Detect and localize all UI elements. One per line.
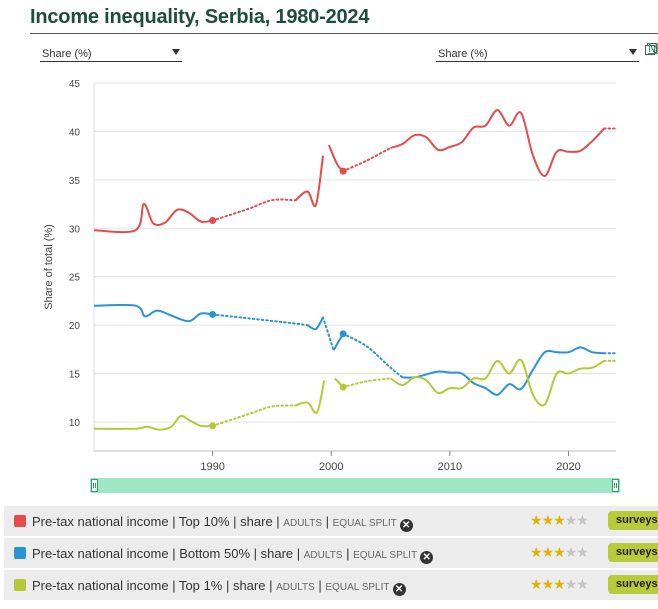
title-divider [30,33,658,34]
series-line-top-10 [295,155,324,208]
star-filled-icon: ★ [553,544,566,560]
range-start-handle[interactable] [91,479,98,492]
series-line-dotted-top-1 [211,404,297,427]
legend-method: EQUAL SPLIT [325,582,390,593]
legend-label: Pre-tax national income | Top 1% | share… [32,578,406,596]
series-line-dotted-bottom-50 [211,313,309,327]
legend-method: EQUAL SPLIT [353,550,418,561]
chevron-down-icon [629,49,637,55]
more-link[interactable]: M [648,40,658,55]
y-tick-label: 35 [69,176,81,187]
series-line-dotted-bottom-50 [342,332,404,379]
legend-label: Pre-tax national income | Top 10% | shar… [32,514,413,532]
star-filled-icon: ★ [541,576,555,592]
quality-rating: ★★★★★ [530,576,589,593]
series-line-bottom-50 [93,303,213,323]
x-tick-label: 1990 [200,461,224,470]
series-line-bottom-50 [306,316,324,331]
legend-population: ADULTS [283,518,323,529]
star-filled-icon: ★ [553,576,566,592]
legend-swatch [14,515,26,527]
y-tick-label: 25 [69,273,81,284]
star-filled-icon: ★ [530,512,543,528]
star-filled-icon: ★ [541,544,555,560]
y-tick-label: 20 [69,321,81,332]
series-line-dotted-top-1 [342,377,392,389]
remove-series-icon[interactable]: ✕ [420,551,434,564]
quality-rating: ★★★★★ [530,512,589,529]
legend-label: Pre-tax national income | Bottom 50% | s… [32,546,434,564]
y-tick-label: 10 [69,418,81,429]
legend-group: Bottom 50% [179,546,251,561]
legend-method: EQUAL SPLIT [332,518,397,529]
source-badge[interactable]: surveys a [608,511,658,530]
quality-rating: ★★★★★ [530,544,589,561]
legend-row[interactable]: Pre-tax national income | Bottom 50% | s… [4,537,658,568]
star-empty-icon: ★ [564,512,578,528]
series-line-top-1 [390,358,605,407]
star-empty-icon: ★ [576,544,589,560]
left-axis-indicator-select[interactable]: Share (%) [40,45,182,62]
legend-unit: share [240,514,273,529]
legend-row[interactable]: Pre-tax national income | Top 10% | shar… [4,505,658,536]
series-line-top-10 [93,203,213,234]
data-point-top-1 [339,383,347,391]
legend-unit: share [232,578,266,593]
left-select-value: Share (%) [42,48,92,60]
source-badge[interactable]: surveys a [608,543,658,562]
line-chart: 10 15 20 25 30 35 40 45 1990 2000 2010 2020 Share of… [43,79,617,470]
series-line-top-1 [93,414,213,431]
legend-group: Top 10% [178,514,230,529]
remove-series-icon[interactable]: ✕ [399,519,413,532]
star-empty-icon: ★ [564,544,578,560]
y-tick-label: 15 [69,370,81,381]
legend-indicator: Pre-tax national income [32,578,169,593]
legend-row[interactable]: Pre-tax national income | Top 1% | share… [4,569,658,600]
remove-series-icon[interactable]: ✕ [392,583,406,596]
data-point-top-1 [209,422,217,430]
legend-unit: share [260,546,294,561]
time-range-slider[interactable] [90,478,620,493]
x-tick-label: 2010 [438,461,462,470]
star-filled-icon: ★ [541,512,555,528]
y-tick-label: 45 [69,79,81,90]
legend-population: ADULTS [276,582,315,593]
star-filled-icon: ★ [530,544,543,560]
data-point-bottom-50 [209,310,217,318]
legend-indicator: Pre-tax national income [32,514,169,529]
legend-swatch [14,547,26,559]
series-line-dotted-bottom-50 [322,316,335,352]
legend-population: ADULTS [303,550,343,561]
source-badge[interactable]: surveys a [608,575,658,594]
series-line-bottom-50 [402,346,605,396]
y-tick-label: 40 [69,127,81,138]
series-line-top-10 [327,144,344,172]
series-line-top-10 [390,109,605,177]
y-axis-title: Share of total (%) [43,224,55,310]
range-end-handle[interactable] [612,479,619,492]
x-tick-label: 2020 [556,461,580,470]
x-tick-label: 2000 [319,461,343,470]
star-empty-icon: ★ [576,512,589,528]
legend-group: Top 1% [178,578,223,593]
data-point-top-10 [209,217,217,225]
series-line-dotted-top-10 [342,146,392,173]
star-filled-icon: ★ [530,576,543,592]
data-point-top-10 [339,167,347,175]
right-select-value: Share (%) [438,48,488,60]
page-title: Income inequality, Serbia, 1980-2024 [30,6,370,28]
series-line-top-1 [295,380,326,414]
legend-indicator: Pre-tax national income [32,546,169,561]
legend-swatch [14,579,26,591]
right-axis-indicator-select[interactable]: Share (%) [436,45,639,62]
star-empty-icon: ★ [564,576,578,592]
chevron-down-icon [172,49,180,55]
star-filled-icon: ★ [553,512,566,528]
series-line-dotted-top-10 [211,198,297,222]
y-tick-label: 30 [69,224,81,235]
star-empty-icon: ★ [576,576,589,592]
restore-window-icon[interactable] [644,42,658,56]
data-point-bottom-50 [339,330,347,338]
